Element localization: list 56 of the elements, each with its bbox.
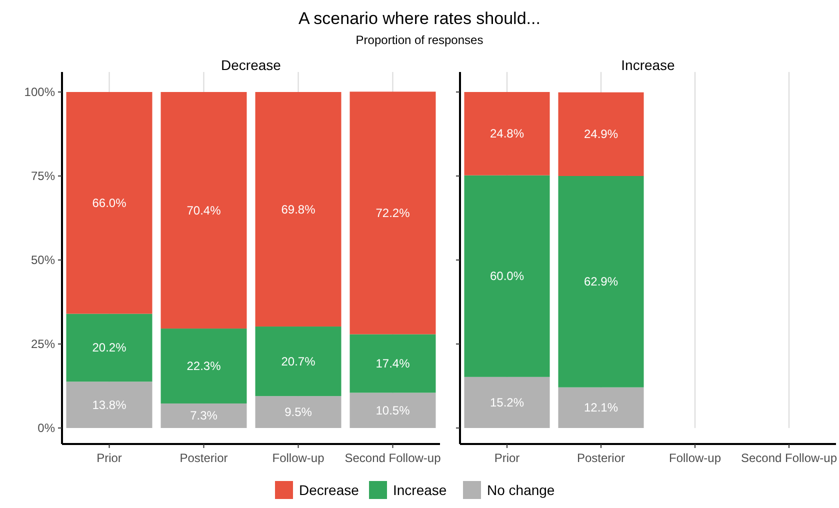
x-tick-label: Second Follow-up	[740, 451, 838, 465]
y-tick-label: 75%	[30, 169, 56, 183]
data-label: 12.1%	[584, 400, 618, 415]
data-label: 9.5%	[284, 405, 312, 420]
bar	[66, 314, 152, 382]
bar	[464, 376, 550, 428]
bar	[66, 382, 152, 428]
data-label: 7.3%	[190, 408, 218, 423]
x-tick-label: Prior	[96, 451, 122, 465]
chart-title: Decrease	[221, 57, 282, 73]
bar	[255, 396, 342, 428]
y-tick-label: 25%	[30, 337, 56, 351]
x-tick-label: Follow-up	[668, 451, 722, 465]
x-tick-label: Follow-up	[272, 451, 325, 465]
bar	[66, 92, 152, 314]
data-label: 66.0%	[92, 196, 127, 210]
y-tick-label: 50%	[30, 253, 56, 267]
legend-label: Decrease	[299, 482, 360, 498]
bar	[558, 176, 644, 388]
data-label: 22.3%	[186, 359, 222, 374]
text: A scenario where rates should...	[298, 9, 540, 28]
data-label: 60.0%	[490, 269, 524, 284]
bar	[160, 92, 247, 329]
bar	[160, 403, 247, 428]
bar	[558, 387, 644, 428]
bar	[160, 328, 247, 404]
bar	[350, 334, 436, 393]
x-tick-label: Posterior	[576, 451, 626, 465]
data-label: 15.2%	[490, 395, 524, 410]
data-label: 13.8%	[92, 398, 127, 412]
x-tick-label: Posterior	[180, 451, 228, 465]
data-label: 20.7%	[281, 354, 316, 368]
bar	[350, 92, 436, 334]
data-label: 20.2%	[92, 340, 127, 355]
legend-label: Increase	[393, 482, 447, 498]
x-tick-label: Prior	[494, 451, 520, 465]
data-label: 72.2%	[376, 206, 410, 220]
data-label: 24.9%	[584, 127, 618, 142]
y-tick-label: 0%	[38, 421, 56, 435]
bar	[350, 392, 436, 428]
bar	[255, 326, 342, 396]
x-tick-label: Second Follow-up	[344, 451, 442, 465]
bar	[255, 92, 342, 327]
data-label: 10.5%	[376, 403, 410, 418]
bar	[464, 175, 550, 377]
data-label: 24.8%	[490, 126, 524, 141]
text: Proportion of responses	[356, 33, 484, 47]
y-tick-label: 100%	[24, 85, 56, 99]
chart-title: Increase	[621, 57, 676, 73]
data-label: 70.4%	[186, 203, 222, 218]
data-label: 17.4%	[376, 356, 410, 370]
bar	[464, 92, 550, 176]
data-label: 69.8%	[281, 202, 316, 216]
bar	[558, 92, 644, 176]
data-label: 62.9%	[584, 274, 618, 289]
legend-label: No change	[487, 482, 555, 498]
